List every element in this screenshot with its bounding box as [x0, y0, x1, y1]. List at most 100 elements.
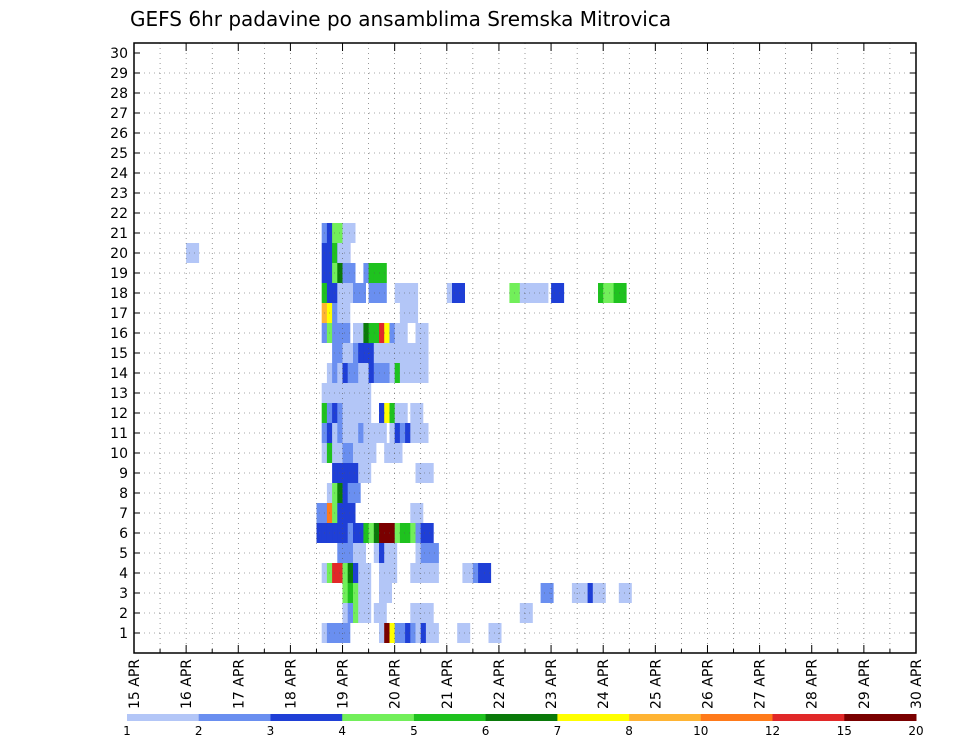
x-axis-ticks: 15 APR 16 APR 17 APR 18 APR 19 APR 20 APR 21 A…	[127, 43, 925, 709]
heatmap-cell	[425, 623, 439, 643]
colorbar-segment	[342, 714, 415, 721]
heatmap-cell	[394, 323, 408, 343]
heatmap-cell	[618, 583, 632, 603]
heatmap-cell	[373, 423, 387, 443]
x-tick-label: 18 APR	[283, 659, 299, 709]
x-tick-label: 29 APR	[857, 659, 873, 709]
heatmap-cell	[389, 443, 403, 463]
heatmap-cell	[379, 583, 392, 603]
heatmap-cell	[405, 303, 419, 323]
heatmap-cell	[415, 343, 429, 363]
y-tick-label: 25	[110, 146, 128, 162]
heatmap-cell	[410, 603, 424, 623]
colorbar-segment	[772, 714, 845, 721]
x-tick-label: 20 APR	[388, 659, 404, 709]
colorbar-label: 4	[338, 724, 346, 738]
heatmap-cell	[373, 603, 387, 623]
y-tick-label: 4	[119, 566, 128, 582]
y-tick-label: 18	[110, 286, 128, 302]
heatmap-cell	[337, 243, 351, 263]
heatmap-cell	[410, 503, 424, 523]
colorbar-segment	[844, 714, 917, 721]
y-tick-label: 12	[110, 406, 128, 422]
colorbar-segment	[270, 714, 343, 721]
heatmap-cell	[425, 543, 439, 563]
y-tick-label: 15	[110, 346, 128, 362]
heatmap-cell	[540, 583, 554, 603]
colorbar-label: 6	[482, 724, 490, 738]
x-tick-label: 16 APR	[179, 659, 195, 709]
heatmap-cell	[535, 283, 549, 303]
y-tick-label: 8	[119, 486, 128, 502]
heatmap-cell	[425, 563, 439, 583]
heatmap-cell	[326, 623, 340, 643]
colorbar-label: 1	[123, 724, 131, 738]
colorbar-segment	[485, 714, 558, 721]
y-tick-label: 24	[110, 166, 128, 182]
colorbar-label: 15	[837, 724, 852, 738]
x-tick-label: 17 APR	[231, 659, 247, 709]
y-tick-label: 10	[110, 446, 128, 462]
y-tick-label: 11	[110, 426, 128, 442]
heatmap-cell	[551, 283, 565, 303]
y-tick-label: 19	[110, 266, 128, 282]
colorbar-label: 2	[195, 724, 203, 738]
x-tick-label: 23 APR	[544, 659, 560, 709]
colorbar-label: 20	[908, 724, 923, 738]
x-tick-label: 24 APR	[596, 659, 612, 709]
y-tick-label: 26	[110, 126, 128, 142]
heatmap-cell	[420, 523, 434, 543]
colorbar-label: 12	[765, 724, 780, 738]
chart-title: GEFS 6hr padavine po ansamblima Sremska …	[130, 7, 671, 31]
colorbar-label: 3	[267, 724, 275, 738]
heatmap-cell	[452, 283, 465, 303]
y-tick-label: 7	[119, 506, 128, 522]
colorbar-segment	[557, 714, 630, 721]
y-tick-label: 13	[110, 386, 128, 402]
y-tick-label: 5	[119, 546, 128, 562]
colorbar: 1 2 3 4 5 6 7 8 10 12 15 20	[123, 714, 924, 738]
y-tick-label: 14	[110, 366, 128, 382]
heatmap-cell	[519, 603, 533, 623]
heatmap-cell	[457, 623, 471, 643]
y-tick-label: 17	[110, 306, 128, 322]
heatmap-cell	[405, 283, 419, 303]
heatmap-cell	[462, 563, 476, 583]
x-tick-label: 22 APR	[492, 659, 508, 709]
heatmap-cells	[186, 223, 632, 643]
heatmap-cell	[337, 303, 351, 323]
y-tick-label: 16	[110, 326, 128, 342]
heatmap-cell	[420, 463, 434, 483]
y-tick-label: 3	[119, 586, 128, 602]
y-tick-label: 9	[119, 466, 128, 482]
heatmap-cell	[337, 623, 351, 643]
y-tick-label: 21	[110, 226, 128, 242]
x-tick-label: 27 APR	[753, 659, 769, 709]
x-tick-label: 28 APR	[805, 659, 821, 709]
colorbar-label: 7	[554, 724, 562, 738]
colorbar-label: 10	[693, 724, 708, 738]
heatmap-cell	[373, 283, 387, 303]
colorbar-segment	[629, 714, 702, 721]
y-tick-label: 1	[119, 626, 128, 642]
heatmap-cell	[613, 283, 627, 303]
y-tick-label: 23	[110, 186, 128, 202]
heatmap-cell	[373, 263, 387, 283]
x-tick-label: 25 APR	[648, 659, 664, 709]
colorbar-segment	[127, 714, 200, 721]
colorbar-label: 8	[625, 724, 633, 738]
colorbar-segment	[700, 714, 773, 721]
heatmap-cell	[415, 423, 429, 443]
y-tick-label: 27	[110, 106, 128, 122]
colorbar-segment	[413, 714, 487, 721]
heatmap-cell	[337, 323, 351, 343]
x-tick-label: 15 APR	[127, 659, 143, 709]
colorbar-segment	[198, 714, 271, 721]
y-tick-label: 2	[119, 606, 128, 622]
y-axis-ticks: 1234567891011121314151617181920212223242…	[110, 46, 916, 642]
heatmap-cell	[415, 323, 429, 343]
y-tick-label: 20	[110, 246, 128, 262]
x-tick-label: 21 APR	[440, 659, 456, 709]
